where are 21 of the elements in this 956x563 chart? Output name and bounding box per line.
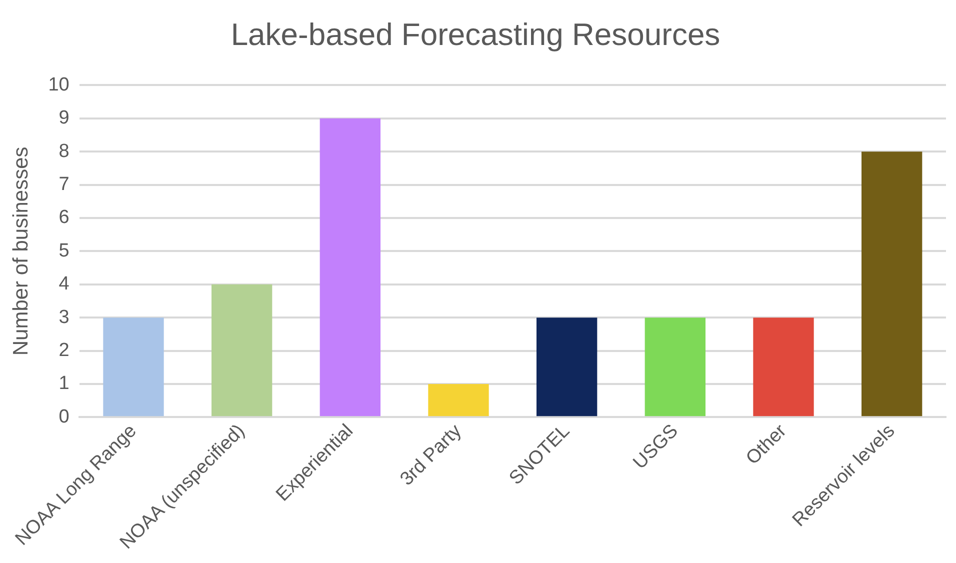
y-tick-label: 5: [58, 240, 70, 262]
bar: [428, 384, 489, 416]
y-tick-label: 0: [58, 406, 70, 428]
y-tick-label: 2: [58, 340, 70, 361]
y-tick-label: 10: [48, 74, 70, 96]
bar: [103, 318, 164, 416]
y-tick-label: 8: [58, 140, 70, 162]
y-axis-title: Number of businesses: [9, 146, 32, 356]
bar: [862, 152, 922, 416]
bar: [320, 118, 380, 416]
chart-title: Lake-based Forecasting Resources: [230, 17, 720, 52]
bar: [753, 318, 814, 416]
y-tick-label: 9: [58, 108, 70, 129]
y-tick-label: 4: [58, 274, 70, 295]
y-tick-label: 1: [58, 373, 70, 394]
bar: [644, 318, 706, 416]
y-tick-label: 3: [58, 306, 70, 328]
y-tick-label: 6: [58, 207, 70, 228]
bar: [212, 284, 272, 416]
bar: [536, 318, 598, 416]
y-tick-label: 7: [58, 174, 70, 196]
